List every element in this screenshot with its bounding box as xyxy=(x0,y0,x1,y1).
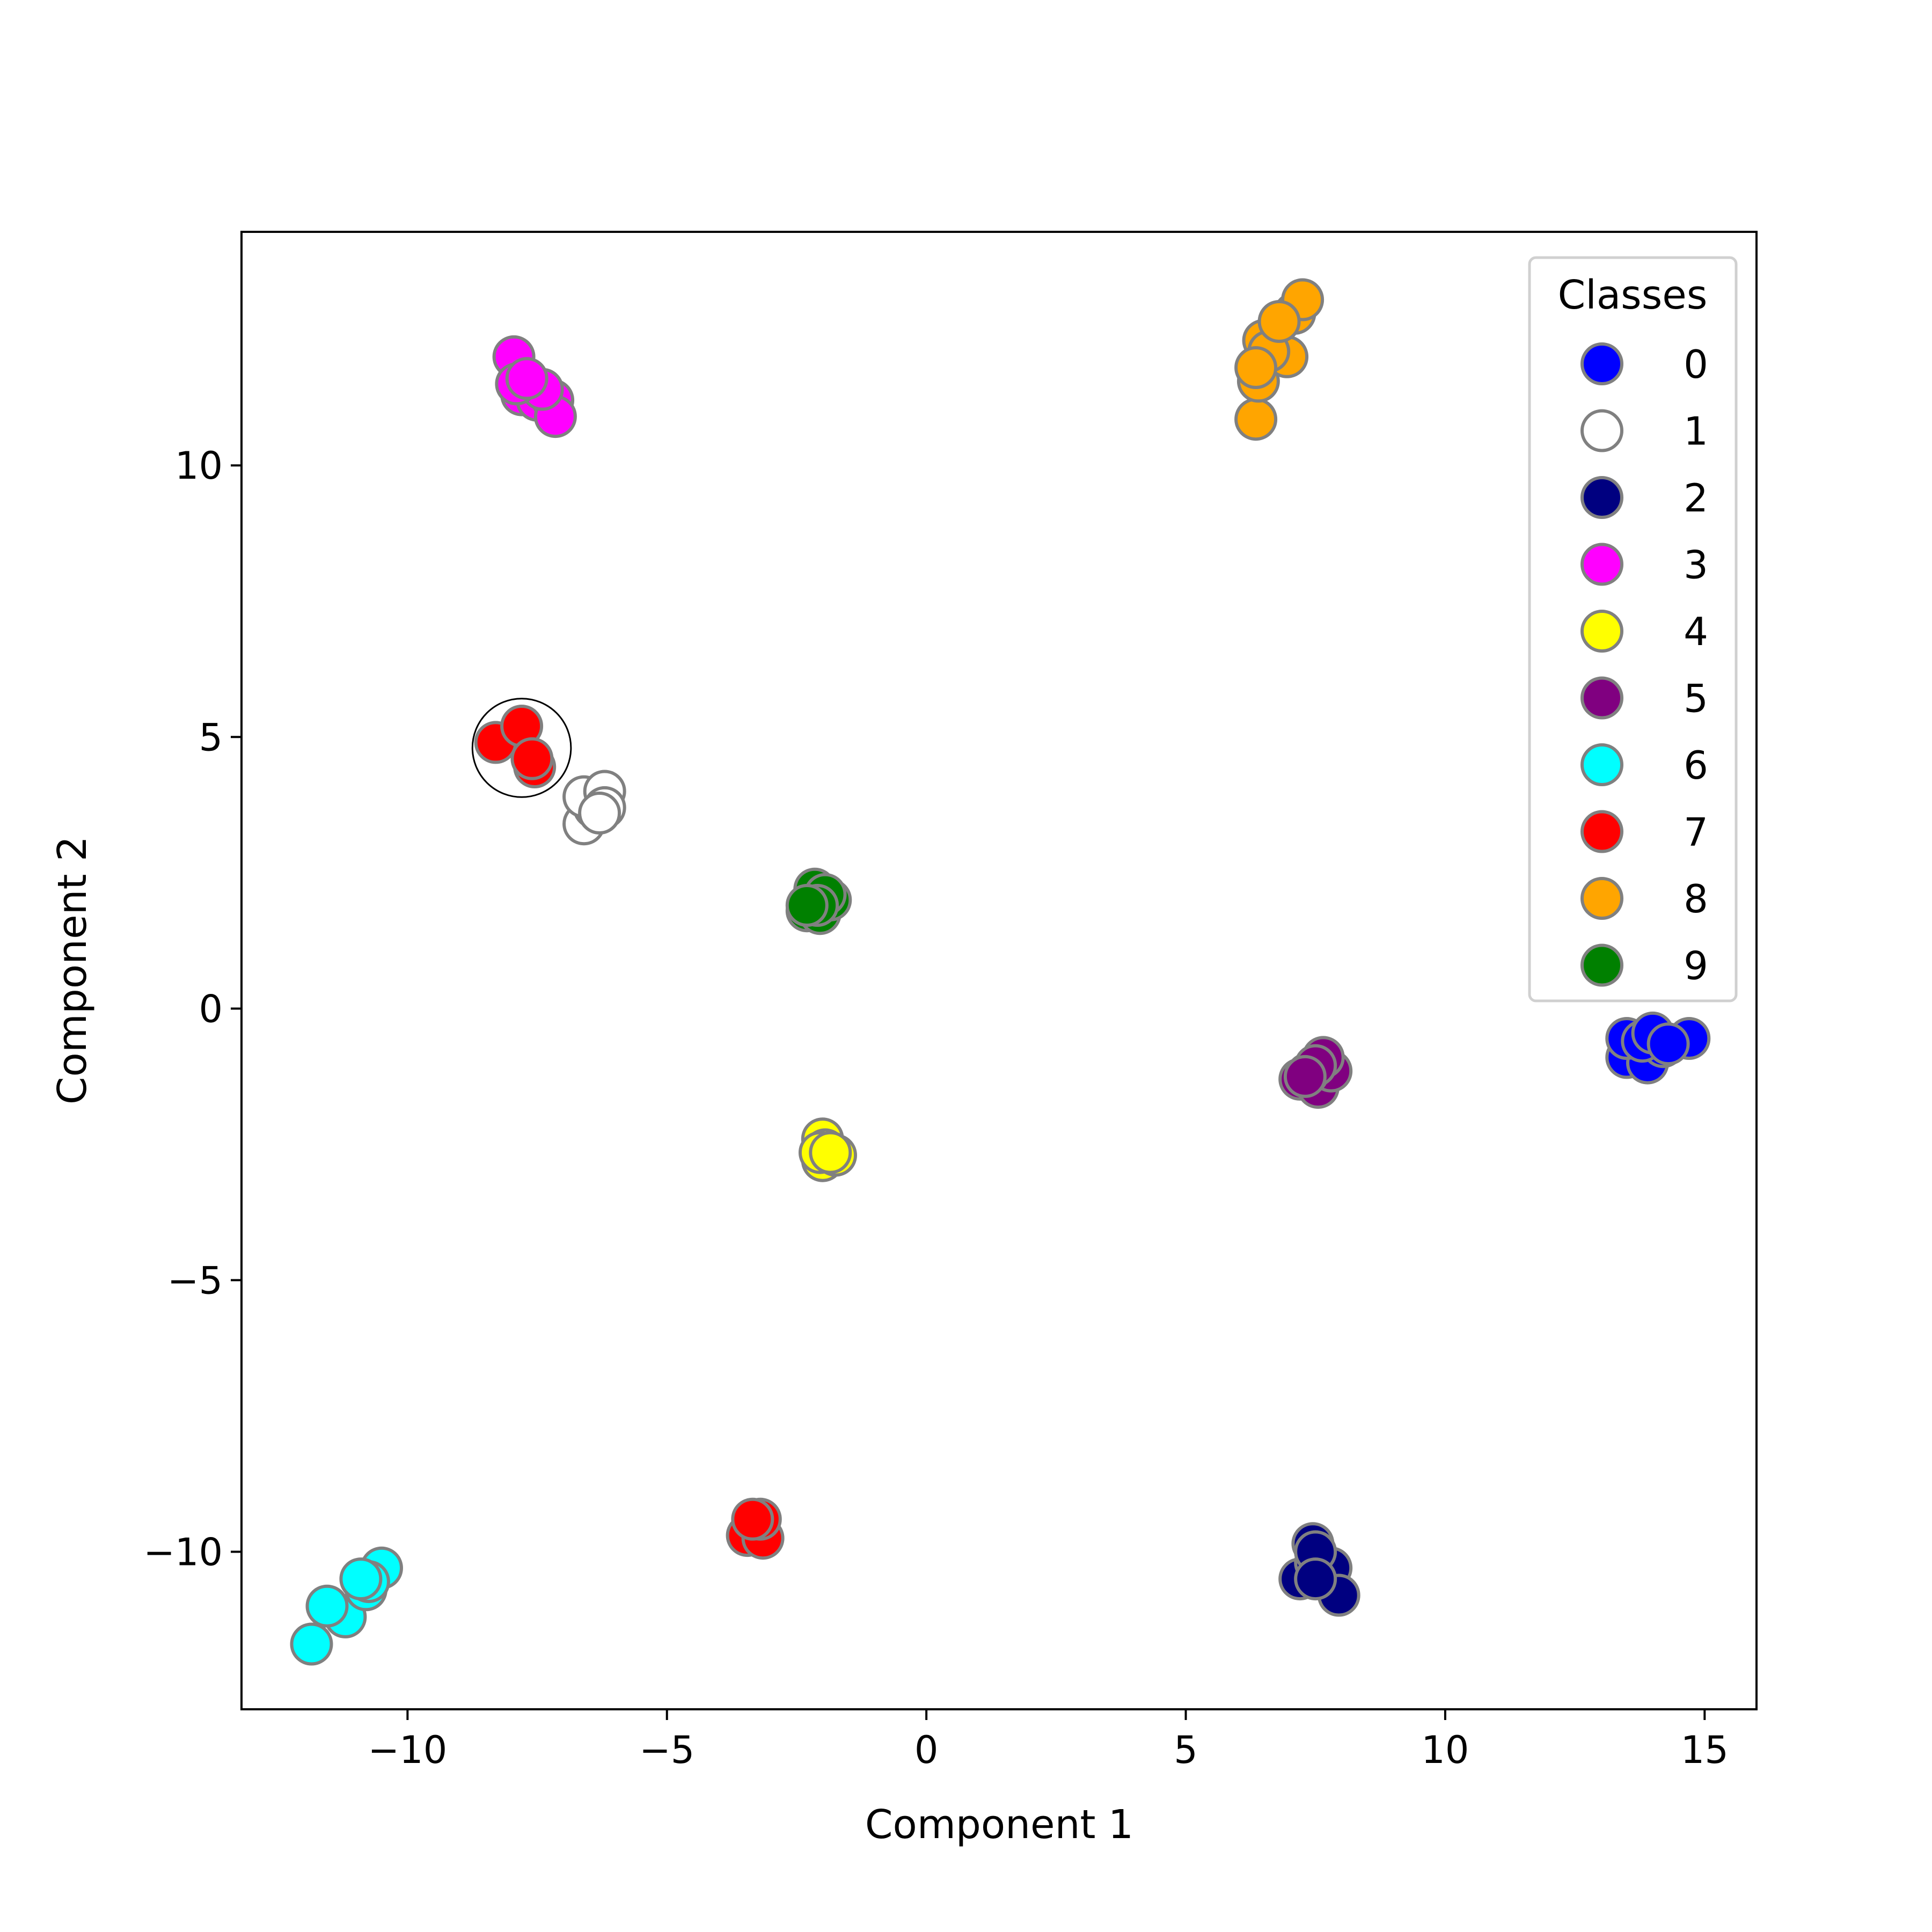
data-point-class-1 xyxy=(578,792,621,835)
data-point-class-2 xyxy=(1294,1557,1337,1601)
legend-marker-7 xyxy=(1580,810,1623,853)
x-tick-label: 10 xyxy=(1421,1728,1469,1772)
legend: Classes 0 1 2 3 4 5 6 7 8 9 xyxy=(1528,256,1738,1002)
legend-marker-5 xyxy=(1580,676,1623,720)
data-point-class-8 xyxy=(1234,346,1278,389)
plot-area xyxy=(240,231,1758,1710)
y-tick-label: −10 xyxy=(143,1530,223,1574)
data-point-class-7 xyxy=(510,737,554,780)
legend-label-6: 6 xyxy=(1684,743,1708,788)
legend-marker-4 xyxy=(1580,610,1623,653)
legend-entries: 0 1 2 3 4 5 6 7 8 9 xyxy=(1580,342,1708,989)
x-tick-label: 0 xyxy=(914,1728,939,1772)
y-tick-label: 10 xyxy=(175,444,223,488)
x-axis-ticks: −10 −5 0 5 10 15 xyxy=(368,1709,1729,1772)
y-axis-ticks: −10 −5 0 5 10 xyxy=(143,444,241,1574)
x-tick-label: −10 xyxy=(368,1728,448,1772)
x-tick-label: −5 xyxy=(639,1728,694,1772)
data-point-class-7 xyxy=(731,1497,774,1541)
legend-label-7: 7 xyxy=(1684,810,1708,855)
data-point-class-5 xyxy=(1283,1055,1327,1098)
legend-marker-3 xyxy=(1580,543,1623,586)
y-tick-label: 0 xyxy=(199,987,223,1031)
legend-title: Classes xyxy=(1558,272,1708,318)
legend-label-4: 4 xyxy=(1684,609,1708,654)
highlight-ring xyxy=(471,698,572,798)
legend-label-8: 8 xyxy=(1684,876,1708,921)
y-tick-label: −5 xyxy=(167,1258,223,1302)
legend-marker-6 xyxy=(1580,743,1623,786)
data-point-class-8 xyxy=(1234,398,1278,441)
y-tick-label: 5 xyxy=(199,715,223,759)
legend-label-5: 5 xyxy=(1684,676,1708,721)
data-point-class-4 xyxy=(809,1131,852,1174)
legend-marker-2 xyxy=(1580,476,1623,519)
legend-box xyxy=(1528,256,1738,1002)
legend-marker-0 xyxy=(1580,342,1623,385)
legend-marker-9 xyxy=(1580,943,1623,987)
data-point-class-6 xyxy=(290,1622,333,1666)
x-tick-label: 15 xyxy=(1681,1728,1729,1772)
data-point-class-3 xyxy=(505,357,548,400)
legend-label-2: 2 xyxy=(1684,475,1708,521)
legend-label-1: 1 xyxy=(1684,409,1708,454)
data-point-class-6 xyxy=(305,1584,349,1628)
data-point-class-6 xyxy=(339,1557,383,1601)
legend-label-0: 0 xyxy=(1684,342,1708,387)
data-point-class-0 xyxy=(1646,1022,1690,1066)
legend-label-3: 3 xyxy=(1684,543,1708,588)
highlight-circle xyxy=(471,698,572,798)
legend-marker-8 xyxy=(1580,877,1623,920)
data-point-class-9 xyxy=(785,884,829,927)
legend-label-9: 9 xyxy=(1684,943,1708,989)
x-axis-label: Component 1 xyxy=(865,1802,1133,1848)
legend-marker-1 xyxy=(1580,409,1623,452)
data-point-class-8 xyxy=(1257,300,1301,343)
scatter-points xyxy=(290,278,1711,1666)
y-axis-label: Component 2 xyxy=(49,836,96,1104)
x-tick-label: 5 xyxy=(1174,1728,1198,1772)
